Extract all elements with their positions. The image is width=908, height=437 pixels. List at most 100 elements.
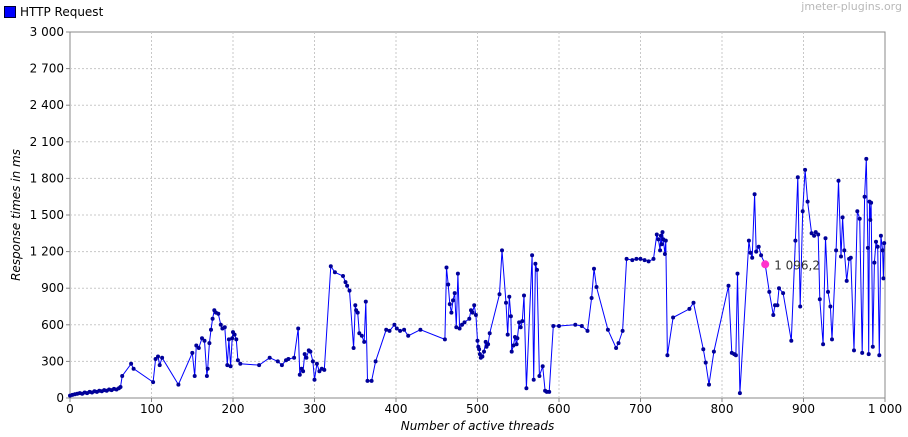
data-point <box>830 337 834 342</box>
data-point <box>447 302 452 307</box>
data-point <box>872 260 877 265</box>
data-point <box>707 382 711 387</box>
data-point <box>840 215 845 220</box>
data-point <box>522 293 526 298</box>
data-point <box>515 336 520 341</box>
y-tick-label: 2 400 <box>30 98 64 112</box>
x-axis-title: Number of active threads <box>401 419 555 433</box>
data-point <box>735 271 740 276</box>
data-point <box>798 304 803 309</box>
data-point <box>750 255 755 260</box>
data-point <box>345 283 350 288</box>
data-point <box>234 337 239 342</box>
data-point <box>875 244 880 249</box>
data-point <box>775 303 780 308</box>
data-point <box>535 267 539 272</box>
data-point <box>665 353 670 358</box>
x-tick-label: 400 <box>385 402 408 416</box>
legend-label: HTTP Request <box>20 5 104 19</box>
data-point <box>839 254 843 259</box>
data-point <box>190 350 195 355</box>
data-point <box>518 325 523 330</box>
data-point <box>634 256 639 261</box>
data-point <box>865 245 870 250</box>
data-point <box>228 364 233 369</box>
data-point <box>687 306 692 311</box>
data-point <box>844 278 849 283</box>
data-point <box>551 324 556 328</box>
data-point <box>733 353 738 358</box>
data-point <box>842 248 847 253</box>
data-point <box>557 324 561 328</box>
data-point <box>864 156 869 161</box>
data-point <box>579 324 584 328</box>
data-point <box>153 357 158 361</box>
data-point <box>444 265 449 270</box>
x-tick-label: 700 <box>629 402 652 416</box>
data-point <box>726 283 731 288</box>
data-point <box>369 378 374 383</box>
data-point <box>821 342 826 347</box>
data-point <box>210 316 215 321</box>
data-point <box>341 274 345 278</box>
data-point <box>384 327 389 332</box>
data-point <box>487 331 492 336</box>
data-point <box>359 333 364 338</box>
data-point <box>880 248 885 253</box>
data-point <box>192 374 197 378</box>
data-point <box>209 327 213 332</box>
data-point <box>754 249 759 254</box>
data-point <box>357 331 362 336</box>
data-point <box>614 346 619 350</box>
data-point <box>353 303 358 308</box>
data-point <box>759 253 764 258</box>
data-point <box>848 255 853 260</box>
data-point <box>131 366 136 371</box>
x-tick-label: 900 <box>792 402 815 416</box>
data-point <box>800 209 805 214</box>
data-point <box>312 377 317 382</box>
y-axis-ticks: 0 300 600 900 1 200 1 500 1 800 2 100 2 400 2 700… <box>30 25 70 405</box>
y-tick-label: 900 <box>41 281 64 295</box>
data-point <box>737 391 742 396</box>
y-tick-label: 2 100 <box>30 135 64 149</box>
data-point <box>196 346 201 350</box>
data-point <box>748 250 753 255</box>
data-point <box>176 382 181 387</box>
data-point <box>860 350 865 355</box>
data-point <box>497 292 502 297</box>
data-point <box>624 256 629 261</box>
data-point <box>226 337 231 342</box>
legend-swatch <box>4 6 16 18</box>
data-point <box>547 389 552 394</box>
data-point <box>504 300 508 305</box>
data-point <box>279 363 284 368</box>
data-point <box>616 341 621 346</box>
data-point <box>809 231 814 236</box>
data-point <box>467 316 472 321</box>
data-point <box>460 322 464 327</box>
data-point <box>351 346 356 350</box>
highlight-point: 1 096,2 <box>761 258 820 272</box>
data-point <box>828 304 833 309</box>
data-point <box>398 328 403 333</box>
data-point <box>834 248 839 253</box>
data-point <box>701 347 706 352</box>
data-point <box>803 167 808 172</box>
data-point <box>836 178 841 183</box>
data-point <box>317 369 322 374</box>
data-point <box>129 361 134 366</box>
highlight-marker <box>761 260 770 269</box>
data-point <box>373 359 378 364</box>
data-point <box>540 364 545 369</box>
data-point <box>120 374 125 378</box>
data-point <box>363 299 368 304</box>
data-point <box>308 349 313 354</box>
y-tick-label: 0 <box>56 391 64 405</box>
data-point <box>207 341 212 346</box>
data-point <box>446 282 451 287</box>
data-point <box>477 347 482 352</box>
data-point <box>314 361 319 366</box>
data-point <box>482 349 486 354</box>
data-point <box>322 367 327 372</box>
